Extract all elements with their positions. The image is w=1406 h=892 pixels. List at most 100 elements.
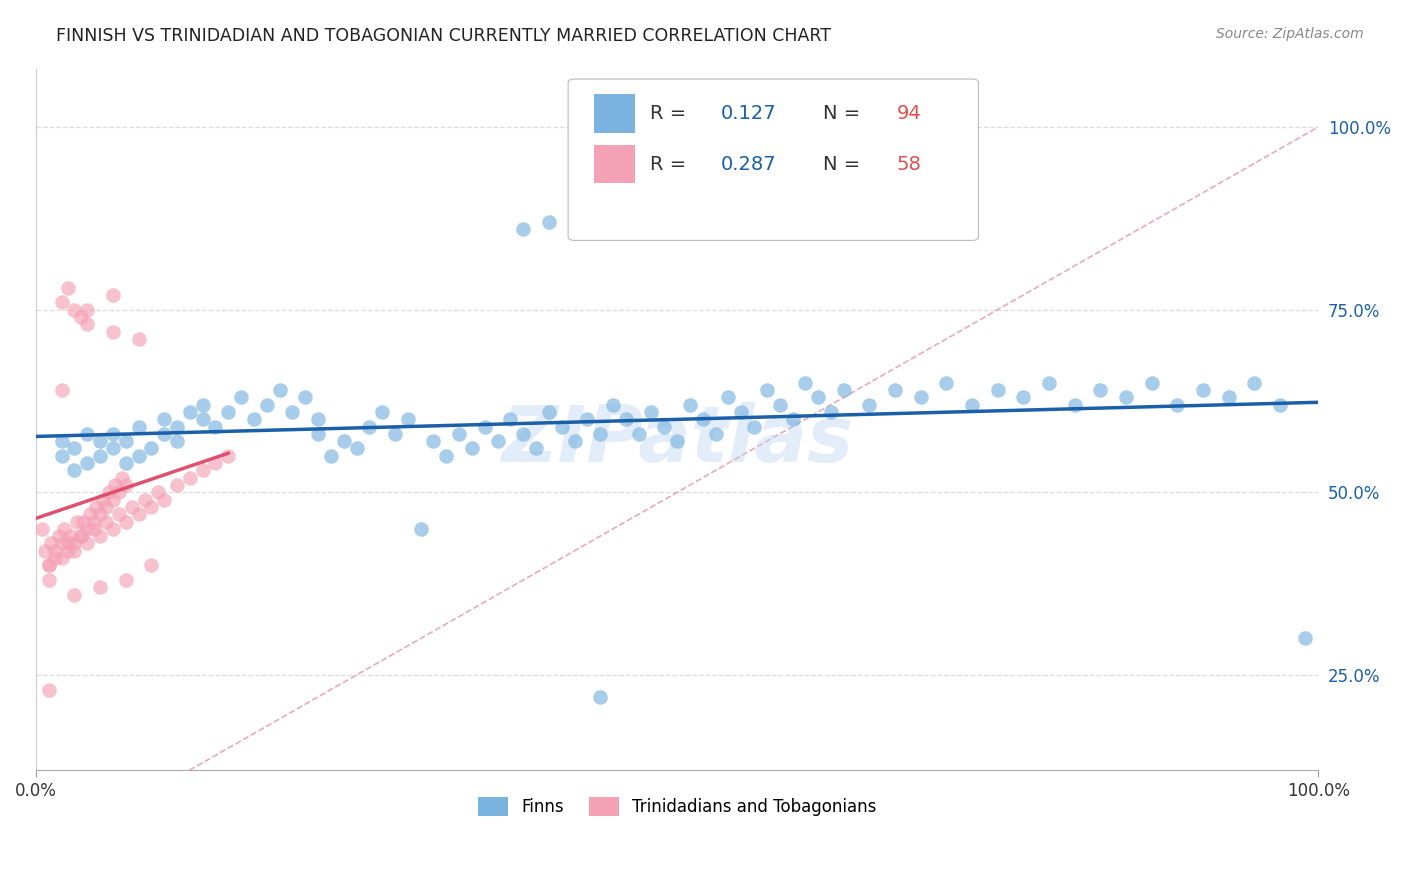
Point xyxy=(108,485,131,500)
Point xyxy=(128,332,150,346)
Point xyxy=(512,426,534,441)
Point xyxy=(89,580,111,594)
Point xyxy=(384,426,406,441)
Point xyxy=(56,281,79,295)
Point xyxy=(551,419,574,434)
Point xyxy=(820,405,842,419)
Point xyxy=(51,434,73,449)
Point xyxy=(1038,376,1060,390)
Point xyxy=(121,500,143,514)
Point xyxy=(204,419,226,434)
Point xyxy=(256,398,278,412)
Point xyxy=(512,222,534,236)
Point xyxy=(66,515,89,529)
Point xyxy=(461,442,484,456)
Point xyxy=(38,682,60,697)
Point xyxy=(1268,398,1291,412)
Point xyxy=(769,398,792,412)
Point xyxy=(1243,376,1265,390)
Text: R =: R = xyxy=(650,104,693,123)
Point xyxy=(51,536,73,550)
Point xyxy=(935,376,957,390)
Point xyxy=(191,398,214,412)
Point xyxy=(666,434,689,449)
Point xyxy=(89,529,111,543)
Text: N =: N = xyxy=(824,154,866,174)
Point xyxy=(269,383,291,397)
Point xyxy=(486,434,509,449)
Point xyxy=(1140,376,1163,390)
Point xyxy=(104,478,127,492)
Text: R =: R = xyxy=(650,154,693,174)
Point xyxy=(782,412,804,426)
Point xyxy=(72,515,94,529)
Point xyxy=(960,398,983,412)
Point xyxy=(1063,398,1085,412)
Text: N =: N = xyxy=(824,104,866,123)
Point xyxy=(346,442,368,456)
Point xyxy=(166,434,188,449)
Point xyxy=(38,573,60,587)
Point xyxy=(217,449,239,463)
Bar xyxy=(593,145,634,184)
Point xyxy=(101,522,124,536)
Point xyxy=(44,551,66,566)
Point xyxy=(294,390,316,404)
Point xyxy=(755,383,778,397)
Point xyxy=(191,412,214,426)
Point xyxy=(141,500,163,514)
Point xyxy=(229,390,252,404)
Point xyxy=(1218,390,1240,404)
Point xyxy=(134,492,156,507)
Point xyxy=(141,558,163,573)
Point xyxy=(307,426,329,441)
Point xyxy=(79,508,101,522)
Point xyxy=(114,515,136,529)
Point xyxy=(1115,390,1137,404)
FancyBboxPatch shape xyxy=(568,79,979,240)
Bar xyxy=(593,95,634,133)
Point xyxy=(524,442,547,456)
Point xyxy=(48,529,70,543)
Point xyxy=(359,419,381,434)
Point xyxy=(640,405,662,419)
Point xyxy=(63,463,86,477)
Point xyxy=(153,426,176,441)
Point xyxy=(114,434,136,449)
Point xyxy=(141,442,163,456)
Point xyxy=(537,215,560,229)
Point xyxy=(38,558,60,573)
Point xyxy=(114,456,136,470)
Point xyxy=(101,492,124,507)
Point xyxy=(59,529,82,543)
Point xyxy=(63,302,86,317)
Point xyxy=(146,485,169,500)
Point xyxy=(319,449,342,463)
Text: 0.127: 0.127 xyxy=(721,104,776,123)
Point xyxy=(101,442,124,456)
Point xyxy=(128,449,150,463)
Point xyxy=(111,471,134,485)
Point xyxy=(166,419,188,434)
Point xyxy=(614,412,637,426)
Point xyxy=(63,588,86,602)
Point xyxy=(807,390,830,404)
Point xyxy=(409,522,432,536)
Point xyxy=(89,449,111,463)
Point xyxy=(742,419,765,434)
Point xyxy=(179,405,201,419)
Point xyxy=(84,500,107,514)
Point xyxy=(128,508,150,522)
Point xyxy=(101,325,124,339)
Point xyxy=(832,383,855,397)
Point xyxy=(76,302,98,317)
Point xyxy=(627,426,650,441)
Point xyxy=(44,543,66,558)
Point xyxy=(589,690,612,704)
Point xyxy=(53,522,76,536)
Point xyxy=(83,522,105,536)
Point xyxy=(576,412,599,426)
Point xyxy=(76,536,98,550)
Point xyxy=(858,398,880,412)
Point xyxy=(89,508,111,522)
